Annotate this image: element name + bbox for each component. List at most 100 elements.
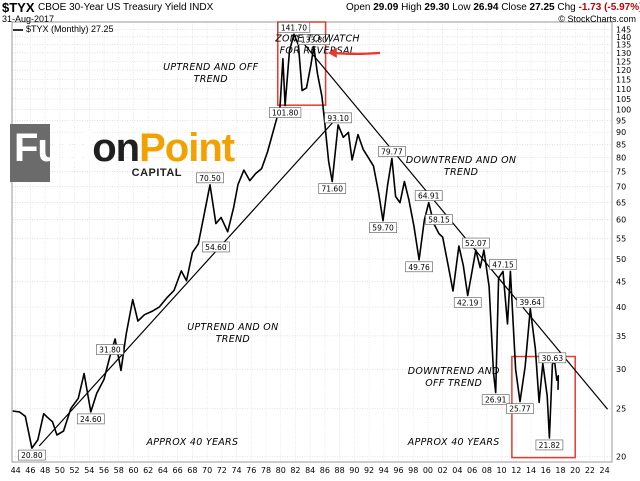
x-tick-label: 94 xyxy=(379,466,389,475)
high-value: 29.30 xyxy=(424,2,449,13)
x-tick-label: 76 xyxy=(246,466,256,475)
x-tick-label: 54 xyxy=(84,466,94,475)
y-tick-label: 110 xyxy=(616,85,631,94)
y-tick-label: 50 xyxy=(616,255,626,264)
downtrend-off-note-line: OFF TREND xyxy=(425,378,482,389)
years-left-note-line: APPROX 40 YEARS xyxy=(145,437,238,448)
instrument-name: CBOE 30-Year US Treasury Yield xyxy=(38,2,187,13)
chart-name: CBOE 30-Year US Treasury Yield INDX xyxy=(38,2,213,13)
price-label-text: 49.76 xyxy=(408,263,430,272)
uptrend-off-note-line: TREND xyxy=(194,74,228,85)
uptrend-on-note-line: TREND xyxy=(216,334,250,345)
price-label-text: 47.15 xyxy=(492,260,514,269)
price-label-text: 42.19 xyxy=(457,299,479,308)
x-tick-label: 50 xyxy=(55,466,65,475)
price-label-text: 59.70 xyxy=(372,224,394,233)
y-tick-label: 145 xyxy=(616,25,631,34)
logo-part-1: Fusi xyxy=(14,126,92,170)
x-tick-label: 10 xyxy=(496,466,506,475)
y-tick-label: 100 xyxy=(616,105,631,114)
x-tick-label: 78 xyxy=(261,466,271,475)
y-tick-label: 120 xyxy=(616,66,631,75)
x-tick-label: 74 xyxy=(231,466,241,475)
x-tick-label: 58 xyxy=(114,466,124,475)
y-tick-label: 70 xyxy=(616,182,626,191)
uptrend-on-note-line: UPTREND AND ON xyxy=(187,322,278,333)
x-tick-label: 62 xyxy=(143,466,153,475)
x-tick-label: 90 xyxy=(349,466,359,475)
y-tick-label: 40 xyxy=(616,303,626,312)
x-tick-label: 12 xyxy=(511,466,521,475)
x-tick-label: 98 xyxy=(408,466,418,475)
quote-bar: Open 29.09 High 29.30 Low 26.94 Close 27… xyxy=(346,2,640,13)
series-legend: $TYX (Monthly) 27.25 xyxy=(13,24,114,34)
price-label-text: 101.80 xyxy=(272,109,298,118)
zone-note-line: FOR REVERSAL xyxy=(280,46,356,57)
x-tick-label: 66 xyxy=(173,466,183,475)
price-label-text: 24.60 xyxy=(80,415,102,424)
zone-note-line: ZONE TO WATCH xyxy=(274,34,360,45)
x-tick-label: 68 xyxy=(187,466,197,475)
price-label-text: 79.77 xyxy=(381,147,403,156)
x-tick-label: 72 xyxy=(217,466,227,475)
y-tick-label: 75 xyxy=(616,167,626,176)
y-tick-label: 35 xyxy=(616,332,626,341)
x-tick-label: 46 xyxy=(25,466,35,475)
uptrend-off-note-line: UPTREND AND OFF xyxy=(163,62,259,73)
reversal-arrow-shaft xyxy=(334,53,380,54)
x-tick-label: 00 xyxy=(423,466,433,475)
y-tick-label: 65 xyxy=(616,198,626,207)
x-tick-label: 80 xyxy=(276,466,286,475)
logo-wordmark: FusionPoint xyxy=(14,126,234,171)
x-tick-label: 56 xyxy=(99,466,109,475)
price-label-text: 71.60 xyxy=(322,184,344,193)
chg-label: Chg xyxy=(557,2,575,13)
y-tick-label: 125 xyxy=(616,57,631,66)
x-tick-label: 64 xyxy=(158,466,168,475)
price-label-text: 58.15 xyxy=(428,216,450,225)
price-label-text: 39.64 xyxy=(520,298,542,307)
logo-part-3: Point xyxy=(139,126,234,170)
years-right-note-line: APPROX 40 YEARS xyxy=(407,437,500,448)
price-label-text: 31.80 xyxy=(99,346,121,355)
x-tick-label: 88 xyxy=(335,466,345,475)
price-label-text: 54.60 xyxy=(205,243,227,252)
high-label: High xyxy=(401,2,422,13)
y-tick-label: 55 xyxy=(616,234,626,243)
x-tick-label: 52 xyxy=(69,466,79,475)
low-label: Low xyxy=(452,2,470,13)
downtrend-off-note-line: DOWNTREND AND xyxy=(408,366,500,377)
logo-part-2: on xyxy=(92,126,139,170)
price-label-text: 25.77 xyxy=(509,405,531,414)
price-label-text: 30.63 xyxy=(542,354,564,363)
x-tick-label: 06 xyxy=(467,466,477,475)
x-tick-label: 16 xyxy=(541,466,551,475)
x-tick-label: 44 xyxy=(11,466,21,475)
price-label-text: 93.10 xyxy=(327,114,349,123)
y-tick-label: 130 xyxy=(616,49,631,58)
y-tick-label: 45 xyxy=(616,278,626,287)
x-tick-label: 08 xyxy=(482,466,492,475)
price-label-text: 52.07 xyxy=(465,239,487,248)
x-tick-label: 82 xyxy=(290,466,300,475)
y-tick-label: 85 xyxy=(616,140,626,149)
price-label-text: 64.91 xyxy=(418,192,440,201)
open-value: 29.09 xyxy=(373,2,398,13)
y-tick-label: 90 xyxy=(616,128,626,137)
y-tick-label: 80 xyxy=(616,154,626,163)
close-label: Close xyxy=(501,2,527,13)
legend-line-swatch xyxy=(13,29,23,31)
y-tick-label: 30 xyxy=(616,365,626,374)
x-tick-label: 48 xyxy=(40,466,50,475)
price-label-text: 21.82 xyxy=(539,441,561,450)
chart-symbol: $TYX xyxy=(2,0,35,15)
price-label-text: 26.91 xyxy=(485,396,507,405)
x-tick-label: 24 xyxy=(600,466,610,475)
x-tick-label: 60 xyxy=(128,466,138,475)
y-tick-label: 115 xyxy=(616,75,631,84)
open-label: Open xyxy=(346,2,370,13)
x-tick-label: 02 xyxy=(438,466,448,475)
y-tick-label: 25 xyxy=(616,404,626,413)
downtrend-on-note-line: DOWNTREND AND ON xyxy=(406,155,516,166)
